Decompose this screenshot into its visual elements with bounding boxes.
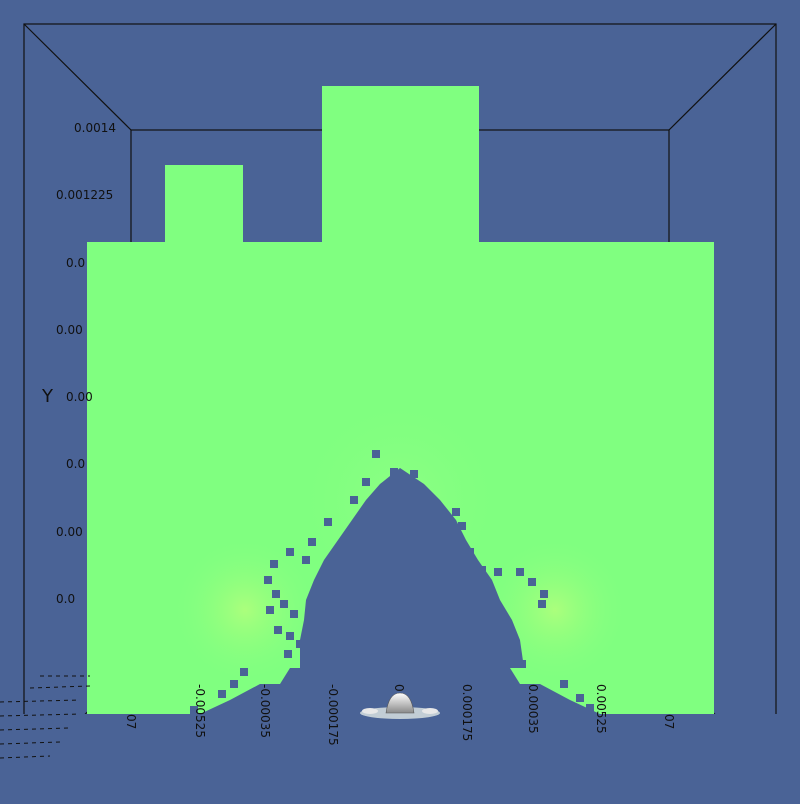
speckle-cell bbox=[296, 640, 304, 648]
x-tick-label: 0.000175 bbox=[460, 684, 474, 742]
speckle-cell bbox=[516, 568, 524, 576]
speckle-cell bbox=[286, 632, 294, 640]
field-bar-center bbox=[322, 86, 479, 243]
speckle-cell bbox=[498, 626, 506, 634]
speckle-cell bbox=[482, 582, 490, 590]
speckle-cell bbox=[390, 468, 398, 476]
speckle-cell bbox=[512, 650, 520, 658]
speckle-cell bbox=[518, 660, 526, 668]
tick-marks-lower-left bbox=[0, 675, 91, 759]
speckle-cell bbox=[508, 636, 516, 644]
edge-speckles bbox=[190, 450, 594, 714]
x-tick-label: 0.00035 bbox=[526, 684, 540, 734]
speckle-cell bbox=[280, 600, 288, 608]
y-tick-label: 0.0 bbox=[66, 256, 86, 270]
x-tick-label: 07 bbox=[662, 714, 676, 730]
speckle-cell bbox=[324, 518, 332, 526]
x-tick-label: -0.000175 bbox=[326, 684, 340, 746]
y-axis-title: Y bbox=[42, 386, 53, 407]
y-tick-label: 0.00 bbox=[56, 525, 83, 539]
speckle-cell bbox=[286, 548, 294, 556]
speckle-cell bbox=[458, 522, 466, 530]
speckle-cell bbox=[560, 680, 568, 688]
speckle-cell bbox=[230, 680, 238, 688]
speckle-cell bbox=[490, 600, 498, 608]
speckle-cell bbox=[586, 704, 594, 712]
x-tick-label: 0 bbox=[392, 684, 406, 692]
x-tick-label: 0.00525 bbox=[594, 684, 608, 734]
speckle-cell bbox=[190, 706, 198, 714]
glow-left bbox=[170, 535, 320, 685]
speckle-cell bbox=[274, 626, 282, 634]
x-tick-label: -0.00525 bbox=[193, 684, 207, 738]
speckle-cell bbox=[290, 610, 298, 618]
speckle-cell bbox=[452, 508, 460, 516]
speckle-cell bbox=[266, 606, 274, 614]
speckle-cell bbox=[466, 548, 474, 556]
cone-cutout bbox=[0, 468, 800, 800]
y-tick-label: 0.001225 bbox=[56, 188, 114, 202]
speckle-cell bbox=[302, 556, 310, 564]
speckle-cell bbox=[218, 690, 226, 698]
speckle-cell bbox=[372, 450, 380, 458]
y-tick-label: 0.00 bbox=[56, 323, 83, 337]
3d-glyph-icon bbox=[360, 692, 440, 719]
y-tick-label: 0.0014 bbox=[74, 121, 116, 135]
speckle-cell bbox=[272, 590, 280, 598]
speckle-cell bbox=[264, 576, 272, 584]
y-tick-label: 0.0 bbox=[56, 592, 76, 606]
speckle-cell bbox=[538, 600, 546, 608]
speckle-cell bbox=[284, 650, 292, 658]
x-tick-label: -0.00035 bbox=[258, 684, 272, 738]
speckle-cell bbox=[494, 568, 502, 576]
speckle-cell bbox=[528, 578, 536, 586]
field-bar-left bbox=[165, 165, 243, 243]
speckle-cell bbox=[478, 566, 486, 574]
speckle-cell bbox=[270, 560, 278, 568]
speckle-cell bbox=[240, 668, 248, 676]
speckle-cell bbox=[540, 590, 548, 598]
y-tick-label: 0.00 bbox=[66, 390, 93, 404]
speckle-cell bbox=[576, 694, 584, 702]
speckle-cell bbox=[308, 538, 316, 546]
x-tick-label: 07 bbox=[124, 714, 138, 730]
speckle-cell bbox=[350, 496, 358, 504]
speckle-cell bbox=[410, 470, 418, 478]
y-tick-label: 0.0 bbox=[66, 457, 86, 471]
speckle-cell bbox=[494, 614, 502, 622]
speckle-cell bbox=[362, 478, 370, 486]
